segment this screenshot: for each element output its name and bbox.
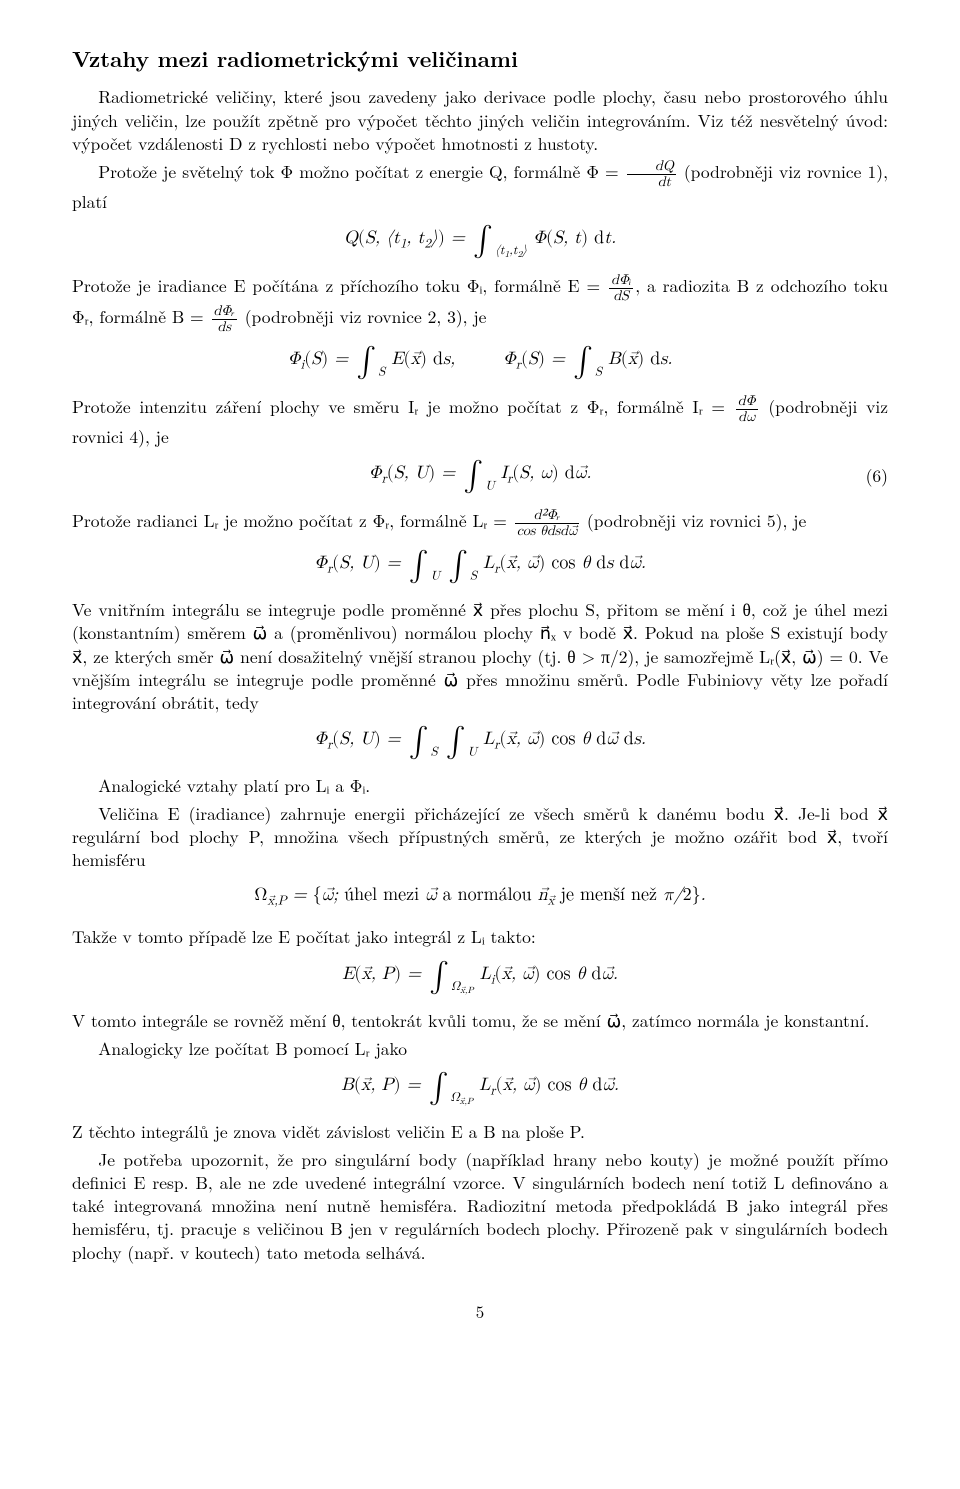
frac-dPhir-num: dΦᵣ [212, 304, 237, 320]
equation-Phi-i: Φi(S) = ∫S E(x⃗) ds, Φr(S) = ∫S B(x⃗) ds… [72, 342, 888, 382]
frac-dPhir-den: ds [212, 320, 237, 335]
para-11: Analogicky lze počítat B pomocí Lᵣ jako [72, 1037, 888, 1060]
p3a: Protože je iradiance E počítána z přícho… [72, 273, 607, 298]
frac-dPhi-dom-den: dω [736, 410, 758, 425]
equation-E: E(x⃗, P) = ∫Ωx⃗,P Li(x⃗, ω⃗) cos θ dω⃗. [72, 957, 888, 998]
eqnum-6: (6) [866, 464, 888, 487]
frac-dQdt-num: dQ [627, 159, 676, 175]
para-9: Takže v tomto případě lze E počítat jako… [72, 925, 888, 948]
para-8: Veličina E (iradiance) zahrnuje energii … [72, 802, 888, 872]
frac-d2Phir-den: cos θdsdω⃗ [515, 524, 579, 539]
equation-B: B(x⃗, P) = ∫Ωx⃗,P Lr(x⃗, ω⃗) cos θ dω⃗. [72, 1068, 888, 1109]
equation-Omega: Ωx⃗,P = {ω⃗; úhel mezi ω⃗ a normálou n⃗x… [72, 879, 888, 913]
para-10: V tomto integrále se rovněž mění θ, tent… [72, 1009, 888, 1032]
equation-6: Φr(S, U) = ∫U Ir(S, ω) dω⃗. (6) [72, 456, 888, 496]
frac-dQdt-den: dt [627, 175, 676, 190]
para-3: Protože je iradiance E počítána z přícho… [72, 273, 888, 334]
para-4: Protože intenzitu záření plochy ve směru… [72, 394, 888, 448]
p3c: (podrobněji viz rovnice 2, 3), je [239, 304, 487, 329]
para-6: Ve vnitřním integrálu se integruje podle… [72, 598, 888, 714]
para-1: Radiometrické veličiny, které jsou zaved… [72, 85, 888, 155]
frac-dPhii-den: dS [609, 289, 633, 304]
p5a: Protože radianci Lᵣ je možno počítat z Φ… [72, 508, 513, 533]
section-title: Vztahy mezi radiometrickými veličinami [72, 44, 888, 73]
para-12: Z těchto integrálů je znova vidět závisl… [72, 1120, 888, 1143]
p2a: Protože je světelný tok Φ možno počítat … [98, 159, 625, 184]
para-13: Je potřeba upozornit, že pro singulární … [72, 1148, 888, 1264]
frac-d2Phir-num: d²Φᵣ [515, 508, 579, 524]
page: Vztahy mezi radiometrickými veličinami R… [0, 0, 960, 1489]
para-7: Analogické vztahy platí pro Lᵢ a Φᵢ. [72, 774, 888, 797]
frac-dPhi-dom-num: dΦ [736, 394, 758, 410]
p4a: Protože intenzitu záření plochy ve směru… [72, 394, 734, 419]
para-5: Protože radianci Lᵣ je možno počítat z Φ… [72, 508, 888, 538]
equation-Phir-SU3: Φr(S, U) = ∫S ∫U Lr(x⃗, ω⃗) cos θ dω⃗ ds… [72, 722, 888, 762]
equation-Phir-SU2: Φr(S, U) = ∫U ∫S Lr(x⃗, ω⃗) cos θ ds dω⃗… [72, 546, 888, 586]
page-number: 5 [72, 1300, 888, 1323]
para-2: Protože je světelný tok Φ možno počítat … [72, 159, 888, 213]
frac-dPhii-num: dΦᵢ [609, 273, 633, 289]
p5b: (podrobněji viz rovnici 5), je [581, 508, 806, 533]
equation-Q: Q(S, ⟨t1, t2⟩) = ∫⟨t1,t2⟩ Φ(S, t) dt. [72, 221, 888, 262]
